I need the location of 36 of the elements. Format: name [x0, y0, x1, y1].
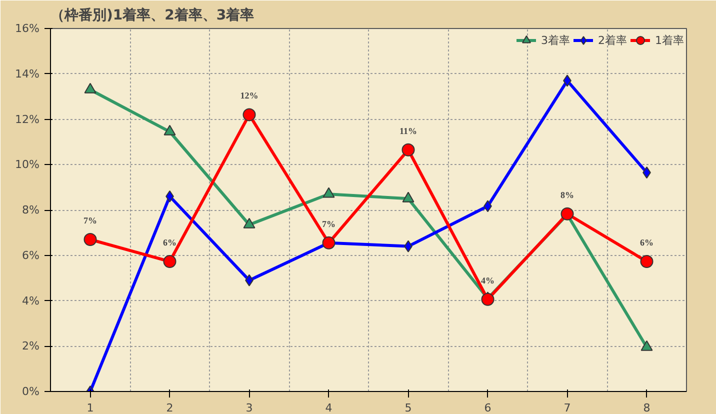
x-tick-label: 3 — [246, 402, 253, 414]
data-label: 6% — [640, 238, 654, 248]
legend-label: 1着率 — [655, 32, 684, 48]
y-tick-label: 16% — [15, 22, 40, 35]
y-tick-label: 4% — [22, 294, 40, 308]
data-label: 12% — [240, 90, 258, 101]
point — [322, 236, 336, 250]
legend-label: 3着率 — [541, 32, 570, 48]
y-tick-label: 6% — [22, 248, 40, 262]
x-tick-label: 1 — [86, 402, 94, 414]
x-tick-label: 8 — [643, 402, 650, 414]
data-label: 8% — [560, 190, 574, 200]
data-label: 11% — [400, 126, 418, 136]
legend-label: 2着率 — [598, 32, 627, 48]
chart-title: （枠番別)1着率、2着率、3着率 — [50, 6, 254, 24]
point — [163, 255, 176, 268]
y-tick-label: 0% — [22, 385, 40, 398]
x-tick-label: 4 — [325, 402, 332, 414]
y-tick-label: 10% — [15, 158, 40, 172]
x-tick-label: 7 — [564, 402, 571, 414]
x-tick-label: 2 — [166, 402, 174, 414]
data-label: 7% — [84, 215, 97, 226]
point — [640, 255, 654, 268]
data-label: 6% — [163, 238, 176, 248]
data-label: 4% — [481, 275, 494, 286]
x-tick-label: 6 — [484, 402, 492, 414]
point — [481, 292, 494, 306]
y-tick-label: 12% — [15, 112, 40, 126]
y-tick-label: 2% — [22, 340, 40, 353]
data-label: 7% — [322, 218, 336, 229]
y-tick-label: 8% — [22, 204, 40, 216]
y-tick-label: 14% — [15, 67, 40, 80]
point — [402, 143, 415, 156]
x-tick-label: 5 — [404, 402, 412, 414]
point — [84, 233, 97, 246]
point — [242, 108, 256, 122]
